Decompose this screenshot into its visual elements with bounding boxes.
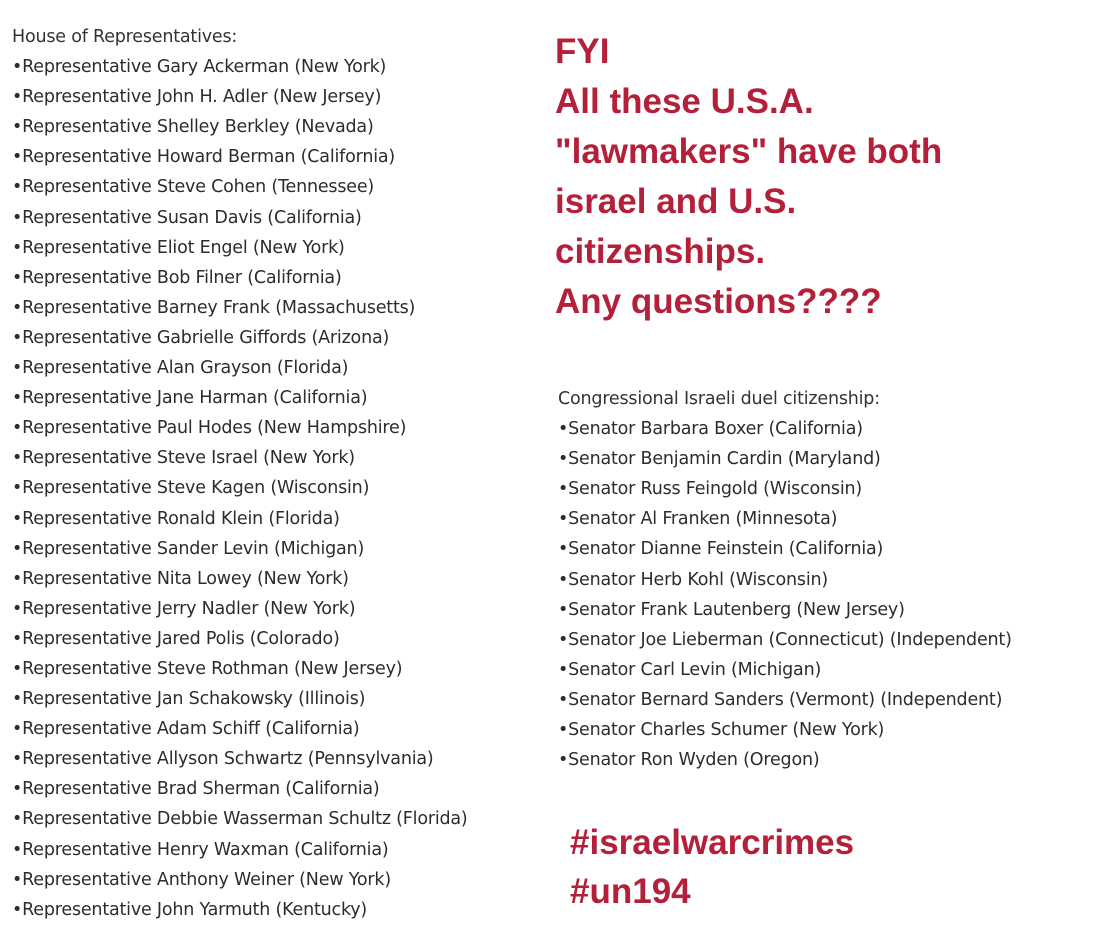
representative-item: •Representative Anthony Weiner (New York… [12, 869, 391, 890]
hashtags: #israelwarcrimes #un194 [570, 818, 854, 916]
representative-item: •Representative Steve Rothman (New Jerse… [12, 658, 403, 679]
senator-item: •Senator Benjamin Cardin (Maryland) [558, 449, 881, 470]
senator-item: •Senator Al Franken (Minnesota) [558, 509, 838, 530]
representative-item: •Representative Jerry Nadler (New York) [12, 598, 356, 619]
senator-item: •Senator Herb Kohl (Wisconsin) [558, 569, 829, 590]
message-line: israel and U.S. [555, 182, 797, 221]
representative-item: •Representative John H. Adler (New Jerse… [12, 87, 382, 108]
representative-item: •Representative Gabrielle Giffords (Ariz… [12, 327, 390, 348]
representative-item: •Representative Adam Schiff (California) [12, 719, 360, 740]
representative-item: •Representative Bob Filner (California) [12, 267, 342, 288]
senator-item: •Senator Barbara Boxer (California) [558, 419, 863, 440]
representative-item: •Representative Barney Frank (Massachuse… [12, 297, 416, 318]
representative-item: •Representative Eliot Engel (New York) [12, 237, 345, 258]
representative-item: •Representative Gary Ackerman (New York) [12, 57, 387, 78]
senate-heading: Congressional Israeli duel citizenship: [558, 389, 880, 409]
representative-item: •Representative Susan Davis (California) [12, 207, 362, 228]
message-line: Any questions???? [555, 282, 882, 321]
senator-item: •Senator Joe Lieberman (Connecticut) (In… [558, 629, 1012, 650]
senator-item: •Senator Bernard Sanders (Vermont) (Inde… [558, 689, 1003, 710]
senator-item: •Senator Carl Levin (Michigan) [558, 659, 822, 680]
representative-item: •Representative Jan Schakowsky (Illinois… [12, 689, 366, 710]
senator-item: •Senator Dianne Feinstein (California) [558, 539, 884, 560]
representative-item: •Representative John Yarmuth (Kentucky) [12, 899, 368, 920]
representative-item: •Representative Howard Berman (Californi… [12, 147, 396, 168]
house-list: House of Representatives: •Representativ… [12, 22, 468, 925]
representative-item: •Representative Steve Israel (New York) [12, 448, 355, 469]
representative-item: •Representative Allyson Schwartz (Pennsy… [12, 749, 434, 770]
senator-item: •Senator Russ Feingold (Wisconsin) [558, 479, 863, 500]
senator-item: •Senator Charles Schumer (New York) [558, 720, 885, 741]
representative-item: •Representative Nita Lowey (New York) [12, 568, 349, 589]
message-line: citizenships. [555, 232, 766, 271]
representative-item: •Representative Jane Harman (California) [12, 388, 368, 409]
representative-item: •Representative Brad Sherman (California… [12, 779, 380, 800]
house-heading: House of Representatives: [12, 27, 238, 47]
senator-item: •Senator Frank Lautenberg (New Jersey) [558, 599, 905, 620]
hashtag: #israelwarcrimes [570, 823, 855, 862]
message-line: "lawmakers" have both [555, 132, 943, 171]
message-line: FYI [555, 32, 610, 71]
red-message: FYI All these U.S.A. "lawmakers" have both… [555, 27, 942, 327]
representative-item: •Representative Henry Waxman (California… [12, 839, 389, 860]
representative-item: •Representative Alan Grayson (Florida) [12, 358, 349, 379]
representative-item: •Representative Sander Levin (Michigan) [12, 538, 365, 559]
representative-item: •Representative Paul Hodes (New Hampshir… [12, 418, 407, 439]
representative-item: •Representative Debbie Wasserman Schultz… [12, 809, 468, 830]
representative-item: •Representative Shelley Berkley (Nevada) [12, 117, 374, 138]
representative-item: •Representative Steve Cohen (Tennessee) [12, 177, 375, 198]
senator-item: •Senator Ron Wyden (Oregon) [558, 750, 820, 771]
senate-list: Congressional Israeli duel citizenship: … [558, 384, 1012, 775]
representative-item: •Representative Ronald Klein (Florida) [12, 508, 340, 529]
hashtag: #un194 [570, 872, 691, 911]
representative-item: •Representative Steve Kagen (Wisconsin) [12, 478, 370, 499]
message-line: All these U.S.A. [555, 82, 814, 121]
representative-item: •Representative Jared Polis (Colorado) [12, 628, 340, 649]
